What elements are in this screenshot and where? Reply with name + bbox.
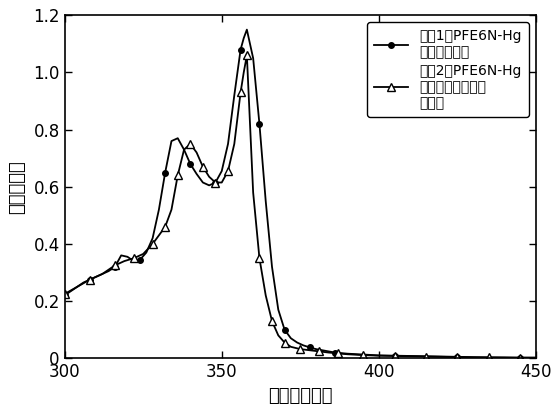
曲线2：PFE6N-Hg
膜氯苯洗涤后吸光
度曲线	[168, 207, 175, 212]
X-axis label: 波长（纳米）: 波长（纳米）	[268, 387, 333, 405]
曲线1：PFE6N-Hg
膜吸光度曲线	[61, 293, 68, 298]
曲线2：PFE6N-Hg
膜氯苯洗涤后吸光
度曲线	[501, 355, 508, 360]
曲线2：PFE6N-Hg
膜氯苯洗涤后吸光
度曲线	[325, 350, 332, 355]
曲线2：PFE6N-Hg
膜氯苯洗涤后吸光
度曲线	[156, 233, 162, 238]
曲线2：PFE6N-Hg
膜氯苯洗涤后吸光
度曲线	[533, 355, 539, 360]
曲线2：PFE6N-Hg
膜氯苯洗涤后吸光
度曲线	[150, 242, 156, 247]
曲线2：PFE6N-Hg
膜氯苯洗涤后吸光
度曲线	[99, 271, 106, 276]
曲线2：PFE6N-Hg
膜氯苯洗涤后吸光
度曲线	[470, 355, 477, 360]
曲线2：PFE6N-Hg
膜氯苯洗涤后吸光
度曲线	[454, 355, 461, 360]
Legend: 曲线1：PFE6N-Hg
膜吸光度曲线, 曲线2：PFE6N-Hg
膜氯苯洗涤后吸光
度曲线: 曲线1：PFE6N-Hg 膜吸光度曲线, 曲线2：PFE6N-Hg 膜氯苯洗涤后…	[367, 22, 529, 117]
Line: 曲线2：PFE6N-Hg
膜氯苯洗涤后吸光
度曲线: 曲线2：PFE6N-Hg 膜氯苯洗涤后吸光 度曲线	[61, 52, 540, 361]
曲线2：PFE6N-Hg
膜氯苯洗涤后吸光
度曲线	[225, 169, 231, 173]
曲线2：PFE6N-Hg
膜氯苯洗涤后吸光
度曲线	[344, 352, 351, 357]
曲线2：PFE6N-Hg
膜氯苯洗涤后吸光
度曲线	[74, 284, 81, 289]
曲线1：PFE6N-Hg
膜吸光度曲线	[325, 349, 332, 354]
曲线2：PFE6N-Hg
膜氯苯洗涤后吸光
度曲线	[262, 293, 269, 298]
曲线2：PFE6N-Hg
膜氯苯洗涤后吸光
度曲线	[287, 344, 294, 349]
曲线2：PFE6N-Hg
膜氯苯洗涤后吸光
度曲线	[360, 353, 366, 358]
曲线2：PFE6N-Hg
膜氯苯洗涤后吸光
度曲线	[250, 190, 256, 195]
曲线2：PFE6N-Hg
膜氯苯洗涤后吸光
度曲线	[275, 333, 282, 338]
曲线1：PFE6N-Hg
膜吸光度曲线	[143, 250, 150, 255]
曲线1：PFE6N-Hg
膜吸光度曲线	[407, 354, 414, 358]
曲线2：PFE6N-Hg
膜氯苯洗涤后吸光
度曲线	[181, 147, 188, 152]
曲线2：PFE6N-Hg
膜氯苯洗涤后吸光
度曲线	[121, 259, 128, 263]
曲线2：PFE6N-Hg
膜氯苯洗涤后吸光
度曲线	[199, 164, 206, 169]
曲线2：PFE6N-Hg
膜氯苯洗涤后吸光
度曲线	[281, 340, 288, 345]
曲线1：PFE6N-Hg
膜吸光度曲线	[150, 236, 156, 241]
曲线1：PFE6N-Hg
膜吸光度曲线	[517, 355, 524, 360]
曲线2：PFE6N-Hg
膜氯苯洗涤后吸光
度曲线	[130, 256, 137, 261]
曲线2：PFE6N-Hg
膜氯苯洗涤后吸光
度曲线	[218, 180, 225, 185]
曲线1：PFE6N-Hg
膜吸光度曲线	[486, 355, 492, 360]
曲线2：PFE6N-Hg
膜氯苯洗涤后吸光
度曲线	[174, 173, 181, 178]
曲线2：PFE6N-Hg
膜氯苯洗涤后吸光
度曲线	[187, 141, 194, 146]
曲线2：PFE6N-Hg
膜氯苯洗涤后吸光
度曲线	[316, 349, 323, 354]
曲线2：PFE6N-Hg
膜氯苯洗涤后吸光
度曲线	[86, 277, 93, 282]
曲线2：PFE6N-Hg
膜氯苯洗涤后吸光
度曲线	[297, 347, 304, 351]
曲线2：PFE6N-Hg
膜氯苯洗涤后吸光
度曲线	[193, 150, 200, 155]
曲线2：PFE6N-Hg
膜氯苯洗涤后吸光
度曲线	[206, 174, 213, 179]
曲线2：PFE6N-Hg
膜氯苯洗涤后吸光
度曲线	[407, 354, 414, 359]
曲线2：PFE6N-Hg
膜氯苯洗涤后吸光
度曲线	[256, 256, 263, 261]
曲线2：PFE6N-Hg
膜氯苯洗涤后吸光
度曲线	[375, 353, 382, 358]
曲线2：PFE6N-Hg
膜氯苯洗涤后吸光
度曲线	[269, 318, 276, 323]
曲线2：PFE6N-Hg
膜氯苯洗涤后吸光
度曲线	[244, 53, 250, 58]
曲线2：PFE6N-Hg
膜氯苯洗涤后吸光
度曲线	[237, 90, 244, 95]
曲线2：PFE6N-Hg
膜氯苯洗涤后吸光
度曲线	[517, 355, 524, 360]
曲线2：PFE6N-Hg
膜氯苯洗涤后吸光
度曲线	[140, 252, 147, 256]
曲线1：PFE6N-Hg
膜吸光度曲线	[533, 355, 539, 360]
Line: 曲线1：PFE6N-Hg
膜吸光度曲线: 曲线1：PFE6N-Hg 膜吸光度曲线	[62, 27, 539, 361]
曲线2：PFE6N-Hg
膜氯苯洗涤后吸光
度曲线	[231, 141, 237, 146]
曲线2：PFE6N-Hg
膜氯苯洗涤后吸光
度曲线	[391, 354, 398, 358]
曲线2：PFE6N-Hg
膜氯苯洗涤后吸光
度曲线	[61, 292, 68, 297]
曲线2：PFE6N-Hg
膜氯苯洗涤后吸光
度曲线	[486, 355, 492, 360]
曲线2：PFE6N-Hg
膜氯苯洗涤后吸光
度曲线	[438, 354, 445, 359]
曲线2：PFE6N-Hg
膜氯苯洗涤后吸光
度曲线	[423, 354, 430, 359]
曲线2：PFE6N-Hg
膜氯苯洗涤后吸光
度曲线	[111, 263, 118, 268]
曲线1：PFE6N-Hg
膜吸光度曲线	[244, 27, 250, 32]
曲线2：PFE6N-Hg
膜氯苯洗涤后吸光
度曲线	[240, 70, 247, 75]
曲线1：PFE6N-Hg
膜吸光度曲线	[300, 343, 307, 348]
Y-axis label: 吸光度曲线: 吸光度曲线	[8, 160, 26, 214]
曲线2：PFE6N-Hg
膜氯苯洗涤后吸光
度曲线	[162, 224, 169, 229]
曲线2：PFE6N-Hg
膜氯苯洗涤后吸光
度曲线	[306, 348, 313, 353]
曲线2：PFE6N-Hg
膜氯苯洗涤后吸光
度曲线	[335, 351, 342, 356]
曲线2：PFE6N-Hg
膜氯苯洗涤后吸光
度曲线	[212, 180, 219, 185]
